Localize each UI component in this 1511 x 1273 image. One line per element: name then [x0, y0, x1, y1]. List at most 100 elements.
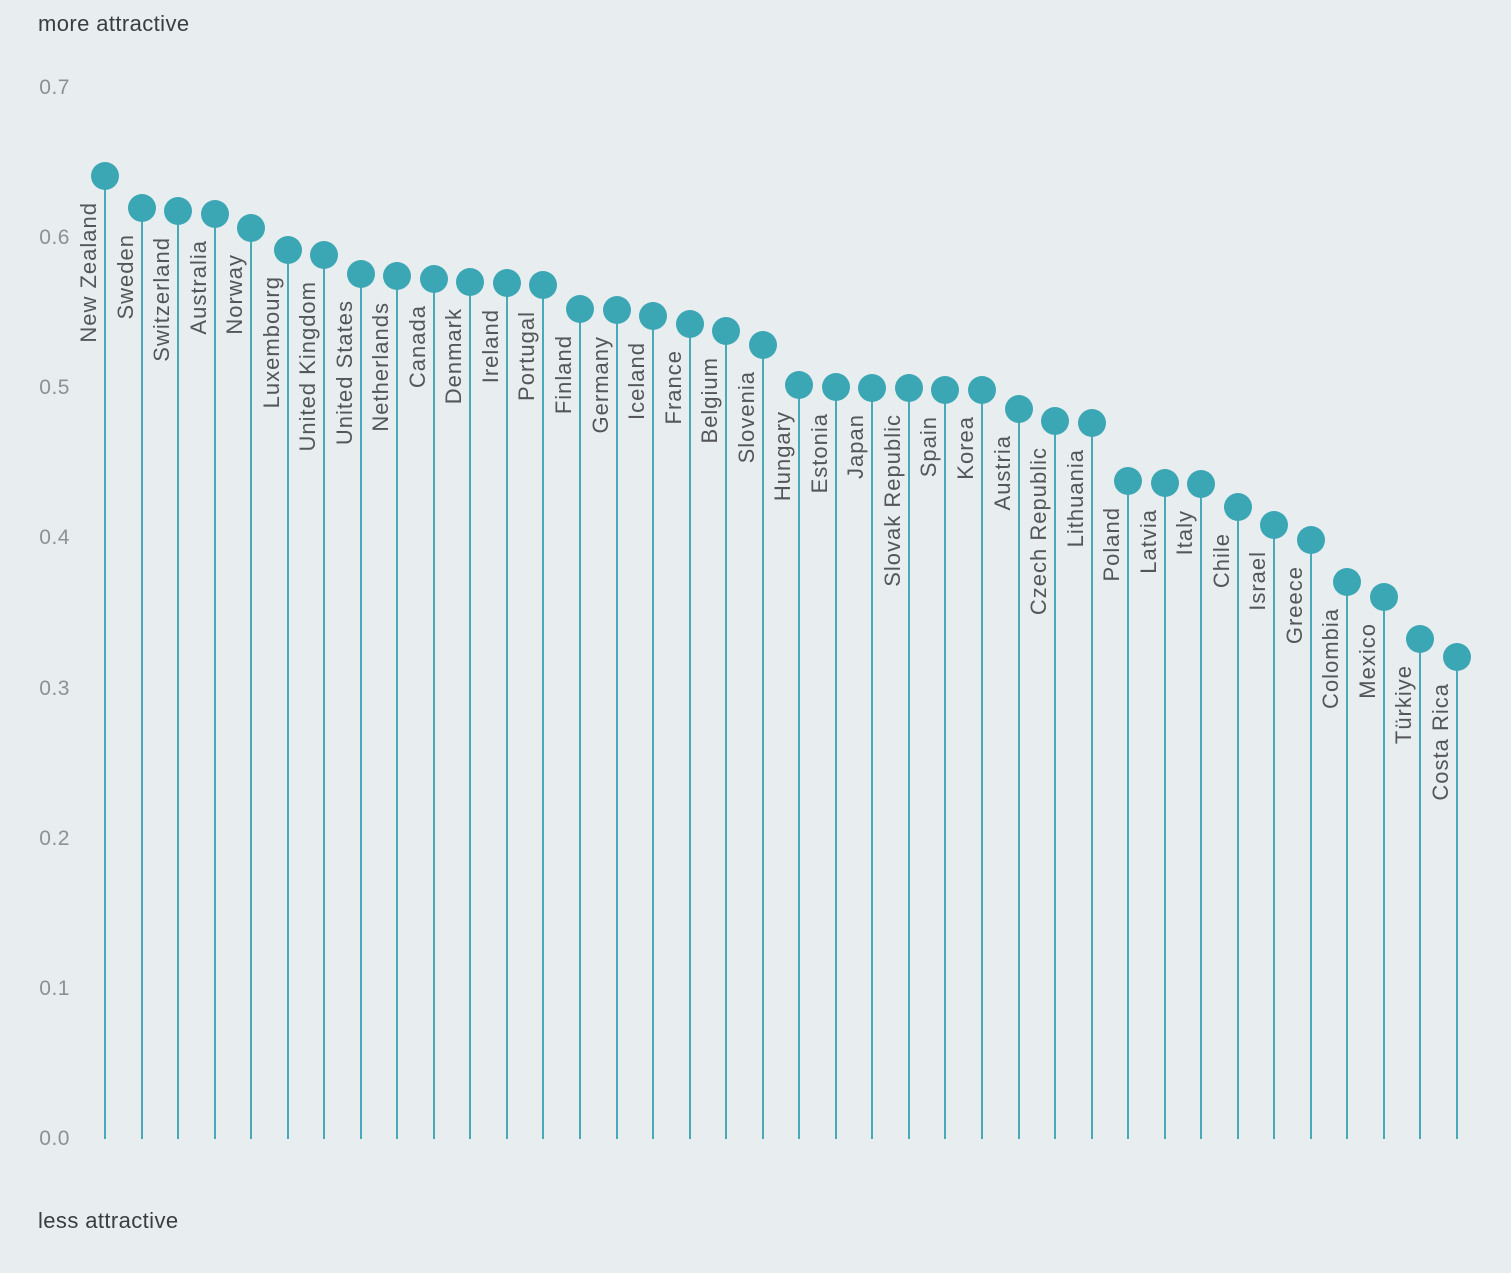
dot-ireland[interactable] — [492, 269, 521, 298]
stem-france — [688, 323, 691, 1139]
country-label-luxembourg: Luxembourg — [258, 276, 284, 409]
dot-iceland[interactable] — [639, 302, 668, 331]
stem-mexico — [1382, 596, 1385, 1139]
country-label-slovak-republic: Slovak Republic — [879, 414, 905, 587]
dot-lithuania[interactable] — [1077, 408, 1106, 437]
country-label-finland: Finland — [551, 334, 577, 414]
dot-greece[interactable] — [1296, 525, 1325, 554]
stem-iceland — [652, 316, 655, 1139]
country-label-costa-rica: Costa Rica — [1427, 682, 1453, 801]
dot-portugal[interactable] — [529, 270, 558, 299]
stem-hungary — [798, 385, 801, 1139]
dot-poland[interactable] — [1114, 467, 1143, 496]
dot-norway[interactable] — [237, 213, 266, 242]
dot-t-rkiye[interactable] — [1406, 624, 1435, 653]
stem-colombia — [1346, 581, 1349, 1139]
dot-canada[interactable] — [419, 264, 448, 293]
dot-germany[interactable] — [602, 296, 631, 325]
country-label-germany: Germany — [587, 336, 613, 434]
stem-costa-rica — [1455, 656, 1458, 1139]
stem-greece — [1309, 539, 1312, 1139]
country-label-hungary: Hungary — [770, 411, 796, 502]
dot-sweden[interactable] — [127, 194, 156, 222]
country-label-spain: Spain — [916, 415, 942, 477]
y-tick-0.1: 0.1 — [39, 976, 70, 1000]
stem-finland — [579, 308, 582, 1139]
country-label-norway: Norway — [222, 253, 248, 335]
country-label-czech-republic: Czech Republic — [1026, 447, 1052, 616]
stem-austria — [1017, 409, 1020, 1139]
dot-mexico[interactable] — [1369, 582, 1398, 611]
country-label-portugal: Portugal — [514, 310, 540, 401]
country-label-japan: Japan — [843, 414, 869, 480]
dot-hungary[interactable] — [785, 371, 814, 400]
country-label-netherlands: Netherlands — [368, 301, 394, 432]
dot-united-states[interactable] — [346, 260, 375, 289]
dot-costa-rica[interactable] — [1442, 642, 1471, 671]
country-label-australia: Australia — [185, 240, 211, 335]
country-label-belgium: Belgium — [697, 357, 723, 444]
dot-denmark[interactable] — [456, 267, 485, 296]
country-label-latvia: Latvia — [1135, 508, 1161, 574]
dot-switzerland[interactable] — [164, 197, 193, 225]
stem-spain — [944, 389, 947, 1139]
dot-italy[interactable] — [1187, 470, 1216, 499]
stem-italy — [1200, 484, 1203, 1139]
dot-spain[interactable] — [931, 375, 960, 404]
y-tick-0.0: 0.0 — [39, 1127, 70, 1150]
dot-luxembourg[interactable] — [273, 236, 302, 265]
dot-latvia[interactable] — [1150, 468, 1179, 497]
stem-netherlands — [396, 275, 399, 1139]
stem-norway — [250, 227, 253, 1139]
country-label-chile: Chile — [1208, 532, 1234, 588]
country-label-united-kingdom: United Kingdom — [295, 280, 321, 452]
country-label-new-zealand: New Zealand — [76, 202, 101, 344]
dot-finland[interactable] — [566, 294, 595, 323]
y-tick-0.2: 0.2 — [39, 826, 70, 850]
dot-netherlands[interactable] — [383, 261, 412, 290]
country-label-greece: Greece — [1281, 565, 1307, 645]
y-tick-0.3: 0.3 — [39, 676, 70, 700]
stem-slovenia — [761, 344, 764, 1139]
stem-lithuania — [1090, 422, 1093, 1139]
stem-united-states — [359, 274, 362, 1139]
dot-estonia[interactable] — [821, 372, 850, 401]
country-label-italy: Italy — [1172, 510, 1198, 556]
country-label-sweden: Sweden — [112, 234, 138, 320]
country-label-iceland: Iceland — [624, 342, 650, 421]
stem-japan — [871, 388, 874, 1139]
country-label-ireland: Ireland — [477, 309, 503, 384]
country-label-estonia: Estonia — [806, 412, 832, 494]
dot-new-zealand[interactable] — [91, 162, 119, 191]
stem-slovak-republic — [907, 388, 910, 1139]
country-label-korea: Korea — [952, 415, 978, 480]
dot-chile[interactable] — [1223, 492, 1252, 521]
stem-estonia — [834, 386, 837, 1139]
dot-belgium[interactable] — [712, 317, 741, 346]
stem-portugal — [542, 284, 545, 1139]
stem-sweden — [140, 208, 143, 1139]
dot-israel[interactable] — [1260, 510, 1289, 539]
stem-canada — [432, 278, 435, 1139]
dot-austria[interactable] — [1004, 395, 1033, 424]
stem-switzerland — [177, 211, 180, 1139]
y-tick-0.4: 0.4 — [39, 526, 70, 550]
country-label-poland: Poland — [1099, 507, 1125, 582]
dot-japan[interactable] — [858, 374, 887, 403]
dot-korea[interactable] — [967, 375, 996, 404]
stem-united-kingdom — [323, 254, 326, 1139]
stem-germany — [615, 310, 618, 1139]
dot-czech-republic[interactable] — [1041, 407, 1070, 436]
dot-slovenia[interactable] — [748, 330, 777, 359]
stem-korea — [980, 389, 983, 1139]
y-tick-0.7: 0.7 — [39, 75, 70, 99]
dot-colombia[interactable] — [1333, 567, 1362, 596]
country-label-denmark: Denmark — [441, 307, 467, 404]
dot-united-kingdom[interactable] — [310, 240, 339, 269]
y-tick-0.5: 0.5 — [39, 376, 70, 400]
dot-australia[interactable] — [200, 200, 229, 228]
dot-slovak-republic[interactable] — [894, 374, 923, 403]
dot-france[interactable] — [675, 309, 704, 338]
country-label-austria: Austria — [989, 435, 1015, 511]
stem-latvia — [1163, 482, 1166, 1139]
